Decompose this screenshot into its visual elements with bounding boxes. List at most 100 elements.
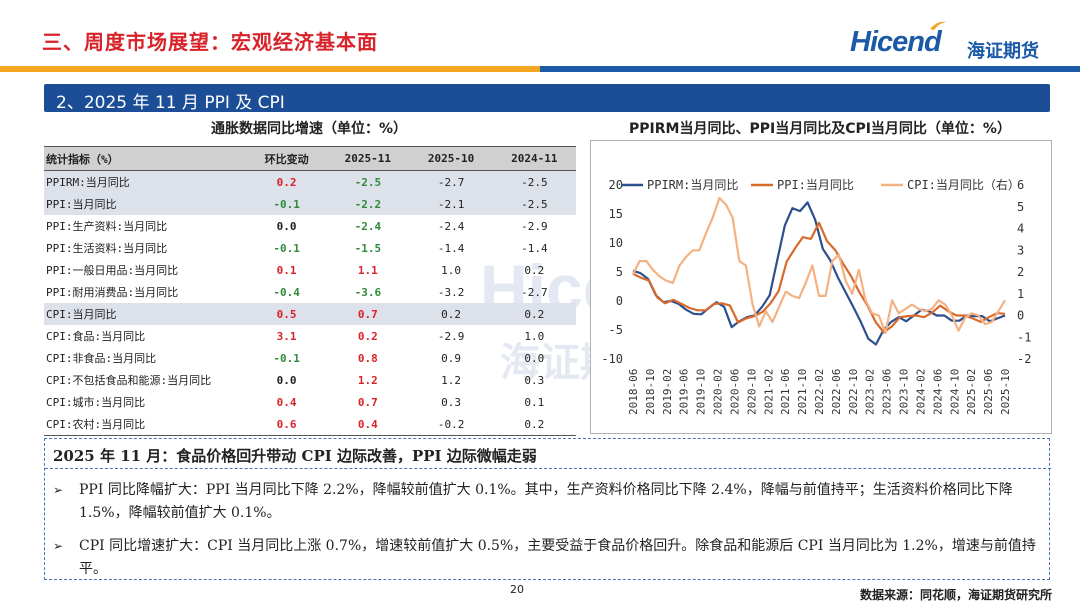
x-tick-label: 2023-06 [881,369,894,415]
series-line [632,196,1006,334]
row-label: CPI:非食品:当月同比 [46,352,157,365]
table-cell: 0.2 [524,263,545,277]
y-left-tick-label: 0 [616,294,623,308]
table-cell: -0.1 [273,351,300,365]
x-tick-label: 2019-06 [678,369,691,415]
table-cell: 0.2 [357,329,378,343]
table-cell: 3.1 [276,329,297,343]
logo-swoosh-icon [930,21,946,30]
x-tick-label: 2025-02 [965,369,978,415]
table-cell: 1.0 [441,263,462,277]
series-line [632,221,1006,334]
table-cell: -2.7 [521,285,548,299]
bullet-text: PPI 同比降幅扩大：PPI 当月同比下降 2.2%，降幅较前值扩大 0.1%。… [79,482,1013,521]
row-label: CPI:食品:当月同比 [46,330,146,343]
legend-label: PPI:当月同比 [777,178,854,192]
table-cell: 0.7 [357,395,378,409]
table-cell: 0.2 [247,170,327,193]
x-tick-label: 2023-10 [898,369,911,415]
y-right-tick-label: 3 [1017,243,1024,257]
table-row: PPI:生产资料:当月同比 0.0 -2.4 -2.4 -2.9 [44,215,576,237]
table-cell: -2.4 [437,219,465,233]
col-header: 2024-11 [492,146,576,171]
table-cell: -1.4 [437,241,465,255]
y-right-tick-label: 2 [1017,265,1024,279]
table-cell: 0.2 [492,303,576,325]
section-title: 2、2025 年 11 月 PPI 及 CPI [56,93,285,113]
col-header: 2025-11 [326,146,410,171]
y-right-tick-label: -2 [1017,352,1031,366]
summary-bullet-cpi: ➢ CPI 同比增速扩大：CPI 当月同比上涨 0.7%，增速较前值扩大 0.5… [53,535,1043,581]
x-tick-label: 2021-06 [779,369,792,415]
table-cell: 0.4 [326,413,410,436]
page-title: 三、周度市场展望：宏观经济基本面 [42,30,378,54]
x-tick-label: 2022-06 [830,369,843,415]
x-tick-label: 2021-02 [762,369,775,415]
row-label: PPI:生活资料:当月同比 [46,242,168,255]
table-cell: -0.4 [273,285,300,299]
x-tick-label: 2024-02 [914,369,927,415]
line-chart: -10 -5 0 5 10 15 20 -2 -1 0 1 2 3 4 5 6 2018-06 2018-10 20… [590,140,1052,434]
summary-box: 2025 年 11 月：食品价格回升带动 CPI 边际改善，PPI 边际微幅走弱… [44,438,1051,581]
table-cell: -2.2 [326,193,410,215]
table-row: CPI:农村:当月同比 0.6 0.4 -0.2 0.2 [44,413,576,436]
table-cell: 0.8 [357,351,378,365]
x-tick-label: 2022-02 [813,369,826,415]
table-row: PPI:耐用消费品:当月同比 -0.4 -3.6 -3.2 -2.7 [44,281,576,303]
table-cell: 0.1 [276,263,297,277]
x-tick-label: 2019-10 [695,369,708,415]
y-left-tick-label: -5 [609,323,623,337]
section-bar: 2、2025 年 11 月 PPI 及 CPI [44,84,1050,113]
summary-heading: 2025 年 11 月：食品价格回升带动 CPI 边际改善，PPI 边际微幅走弱 [53,447,537,465]
x-tick-label: 2018-10 [644,369,657,415]
table-cell: 0.7 [326,303,410,325]
y-left-tick-label: 20 [609,178,623,192]
logo-english: Hicend [850,26,942,58]
table-cell: 0.6 [247,413,327,436]
table-row: CPI:城市:当月同比 0.4 0.7 0.3 0.1 [44,391,576,413]
col-header: 统计指标（%） [44,146,247,171]
summary-bullet-ppi: ➢ PPI 同比降幅扩大：PPI 当月同比下降 2.2%，降幅较前值扩大 0.1… [53,479,1043,525]
y-right-tick-label: 4 [1017,222,1024,236]
y-right-tick-label: 0 [1017,309,1024,323]
x-tick-label: 2025-10 [999,369,1012,415]
arrow-bullet-icon: ➢ [53,483,64,497]
table-cell: -2.4 [354,219,382,233]
table-cell: -2.9 [521,219,548,233]
x-tick-label: 2024-10 [948,369,961,415]
table-cell: -1.5 [354,241,382,255]
table-row: CPI:当月同比 0.5 0.7 0.2 0.2 [44,303,576,325]
y-right-tick-label: 5 [1017,200,1024,214]
table-row: CPI:不包括食品和能源:当月同比 0.0 1.2 1.2 0.3 [44,369,576,391]
y-left-tick-label: 5 [616,265,623,279]
row-label: CPI:不包括食品和能源:当月同比 [46,374,212,387]
y-right-tick-label: 1 [1017,287,1024,301]
col-header: 2025-10 [409,146,493,171]
table-cell: -2.7 [409,170,493,193]
table-cell: 1.1 [357,263,378,277]
legend-label: CPI:当月同比（右） [907,177,1020,192]
row-label: CPI:城市:当月同比 [46,396,146,409]
table-row: PPIRM:当月同比 0.2 -2.5 -2.7 -2.5 [44,170,576,193]
row-label: CPI:农村:当月同比 [44,413,247,436]
table-cell: -3.6 [354,285,382,299]
table-cell: 0.5 [247,303,327,325]
y-left-tick-label: -10 [601,352,623,366]
table-cell: -0.2 [409,413,493,436]
table-cell: 0.4 [276,395,297,409]
row-label: PPI:生产资料:当月同比 [46,220,168,233]
legend-label: PPIRM:当月同比 [647,178,738,192]
table-cell: -2.5 [326,170,410,193]
company-logo: Hicend 海证期货 [850,21,1060,66]
table-cell: 0.0 [524,351,545,365]
table-row: PPI:当月同比 -0.1 -2.2 -2.1 -2.5 [44,193,576,215]
table-row: PPI:一般日用品:当月同比 0.1 1.1 1.0 0.2 [44,259,576,281]
table-cell: 1.2 [357,373,378,387]
x-tick-label: 2020-10 [745,369,758,415]
x-tick-label: 2019-02 [661,369,674,415]
table-cell: 0.2 [409,303,493,325]
row-label: PPIRM:当月同比 [44,170,247,193]
table-row: CPI:非食品:当月同比 -0.1 0.8 0.9 0.0 [44,347,576,369]
col-header: 环比变动 [247,146,327,171]
